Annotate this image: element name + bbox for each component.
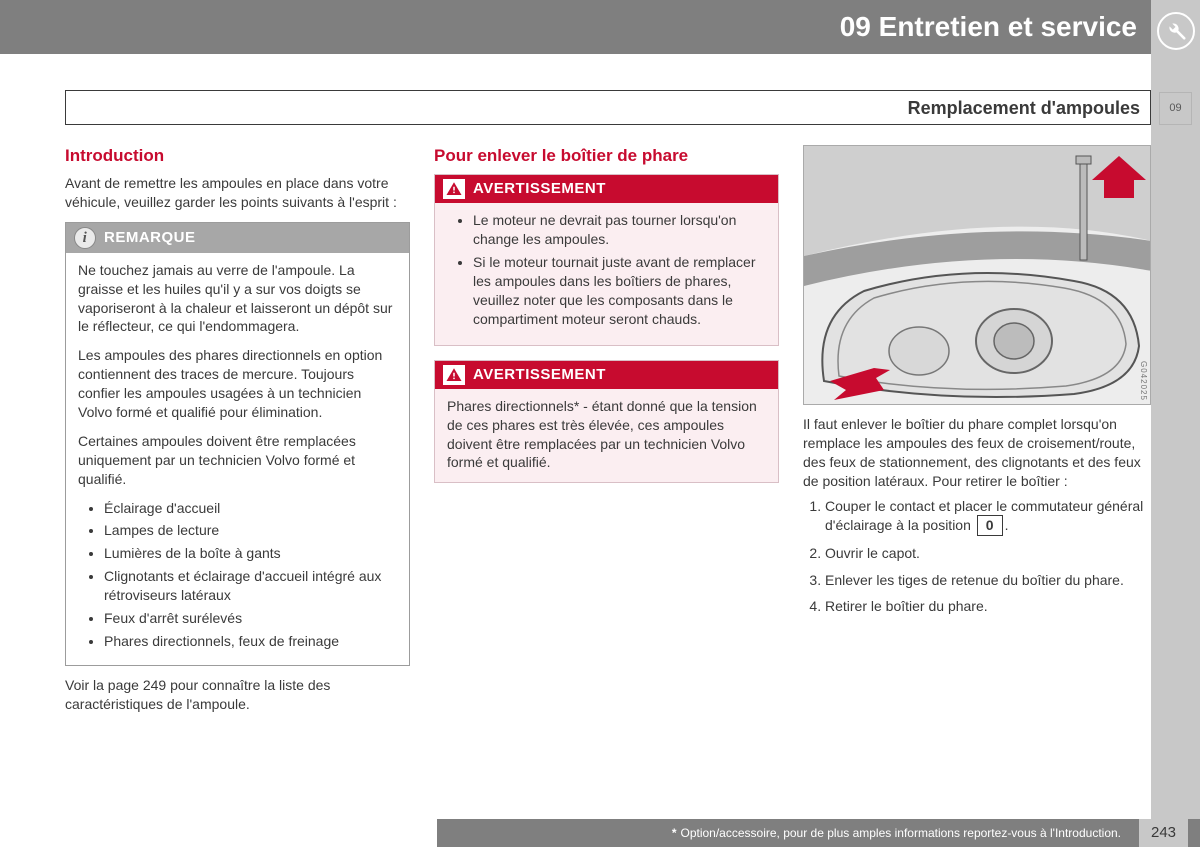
warning-header: AVERTISSEMENT [435,175,778,203]
warning-box-1: AVERTISSEMENT Le moteur ne devrait pas t… [434,174,779,346]
list-item: Le moteur ne devrait pas tourner lorsqu'… [473,211,766,249]
info-icon: i [74,227,96,249]
note-p1: Ne touchez jamais au verre de l'ampoule.… [78,261,397,337]
warning-label: AVERTISSEMENT [473,179,606,199]
col2-title: Pour enlever le boîtier de phare [434,145,779,168]
steps-list: Couper le contact et placer le commutate… [803,497,1151,617]
wrench-icon [1157,12,1195,50]
col3-intro: Il faut enlever le boîtier du phare comp… [803,415,1151,491]
page-footer: * Option/accessoire, pour de plus amples… [437,819,1200,847]
side-tab [1151,0,1200,847]
list-item: Enlever les tiges de retenue du boîtier … [825,571,1151,590]
chapter-number-tab: 09 [1159,92,1192,125]
note-p3: Certaines ampoules doivent être remplacé… [78,432,397,489]
list-item: Retirer le boîtier du phare. [825,597,1151,616]
note-list: Éclairage d'accueil Lampes de lecture Lu… [78,499,397,651]
list-item: Si le moteur tournait juste avant de rem… [473,253,766,329]
footnote-text: Option/accessoire, pour de plus amples i… [680,825,1121,841]
page-number: 243 [1139,819,1188,847]
warning-body: Le moteur ne devrait pas tourner lorsqu'… [435,203,778,344]
zero-position-indicator: 0 [977,515,1003,535]
warning-header: AVERTISSEMENT [435,361,778,389]
list-item: Phares directionnels, feux de freinage [104,632,397,651]
warning-label: AVERTISSEMENT [473,365,606,385]
note-label: REMARQUE [104,228,196,248]
page-content: Introduction Avant de remettre les ampou… [65,145,1151,714]
list-item: Lampes de lecture [104,521,397,540]
intro-after: Voir la page 249 pour connaître la liste… [65,676,410,714]
list-item: Ouvrir le capot. [825,544,1151,563]
list-item: Clignotants et éclairage d'accueil intég… [104,567,397,605]
column-3: G042025 Il faut enlever le boîtier du ph… [803,145,1151,714]
note-box: i REMARQUE Ne touchez jamais au verre de… [65,222,410,666]
warning-triangle-icon [443,179,465,199]
list-item: Éclairage d'accueil [104,499,397,518]
list-item: Lumières de la boîte à gants [104,544,397,563]
footnote-star: * [672,825,677,841]
column-1: Introduction Avant de remettre les ampou… [65,145,410,714]
list-item: Couper le contact et placer le commutate… [825,497,1151,536]
column-2: Pour enlever le boîtier de phare AVERTIS… [434,145,779,714]
note-p2: Les ampoules des phares directionnels en… [78,346,397,422]
intro-paragraph: Avant de remettre les ampoules en place … [65,174,410,212]
headlamp-illustration: G042025 [803,145,1151,405]
chapter-title: 09 Entretien et service [840,8,1137,46]
note-body: Ne touchez jamais au verre de l'ampoule.… [66,253,409,665]
chapter-header: 09 Entretien et service [0,0,1151,54]
illustration-code: G042025 [1137,361,1148,401]
warning-body: Phares directionnels* - étant donné que … [435,389,778,483]
list-item: Feux d'arrêt surélevés [104,609,397,628]
section-subheader: Remplacement d'ampoules [65,90,1151,125]
intro-title: Introduction [65,145,410,168]
warning-box-2: AVERTISSEMENT Phares directionnels* - ét… [434,360,779,484]
note-header: i REMARQUE [66,223,409,253]
warning-triangle-icon [443,365,465,385]
